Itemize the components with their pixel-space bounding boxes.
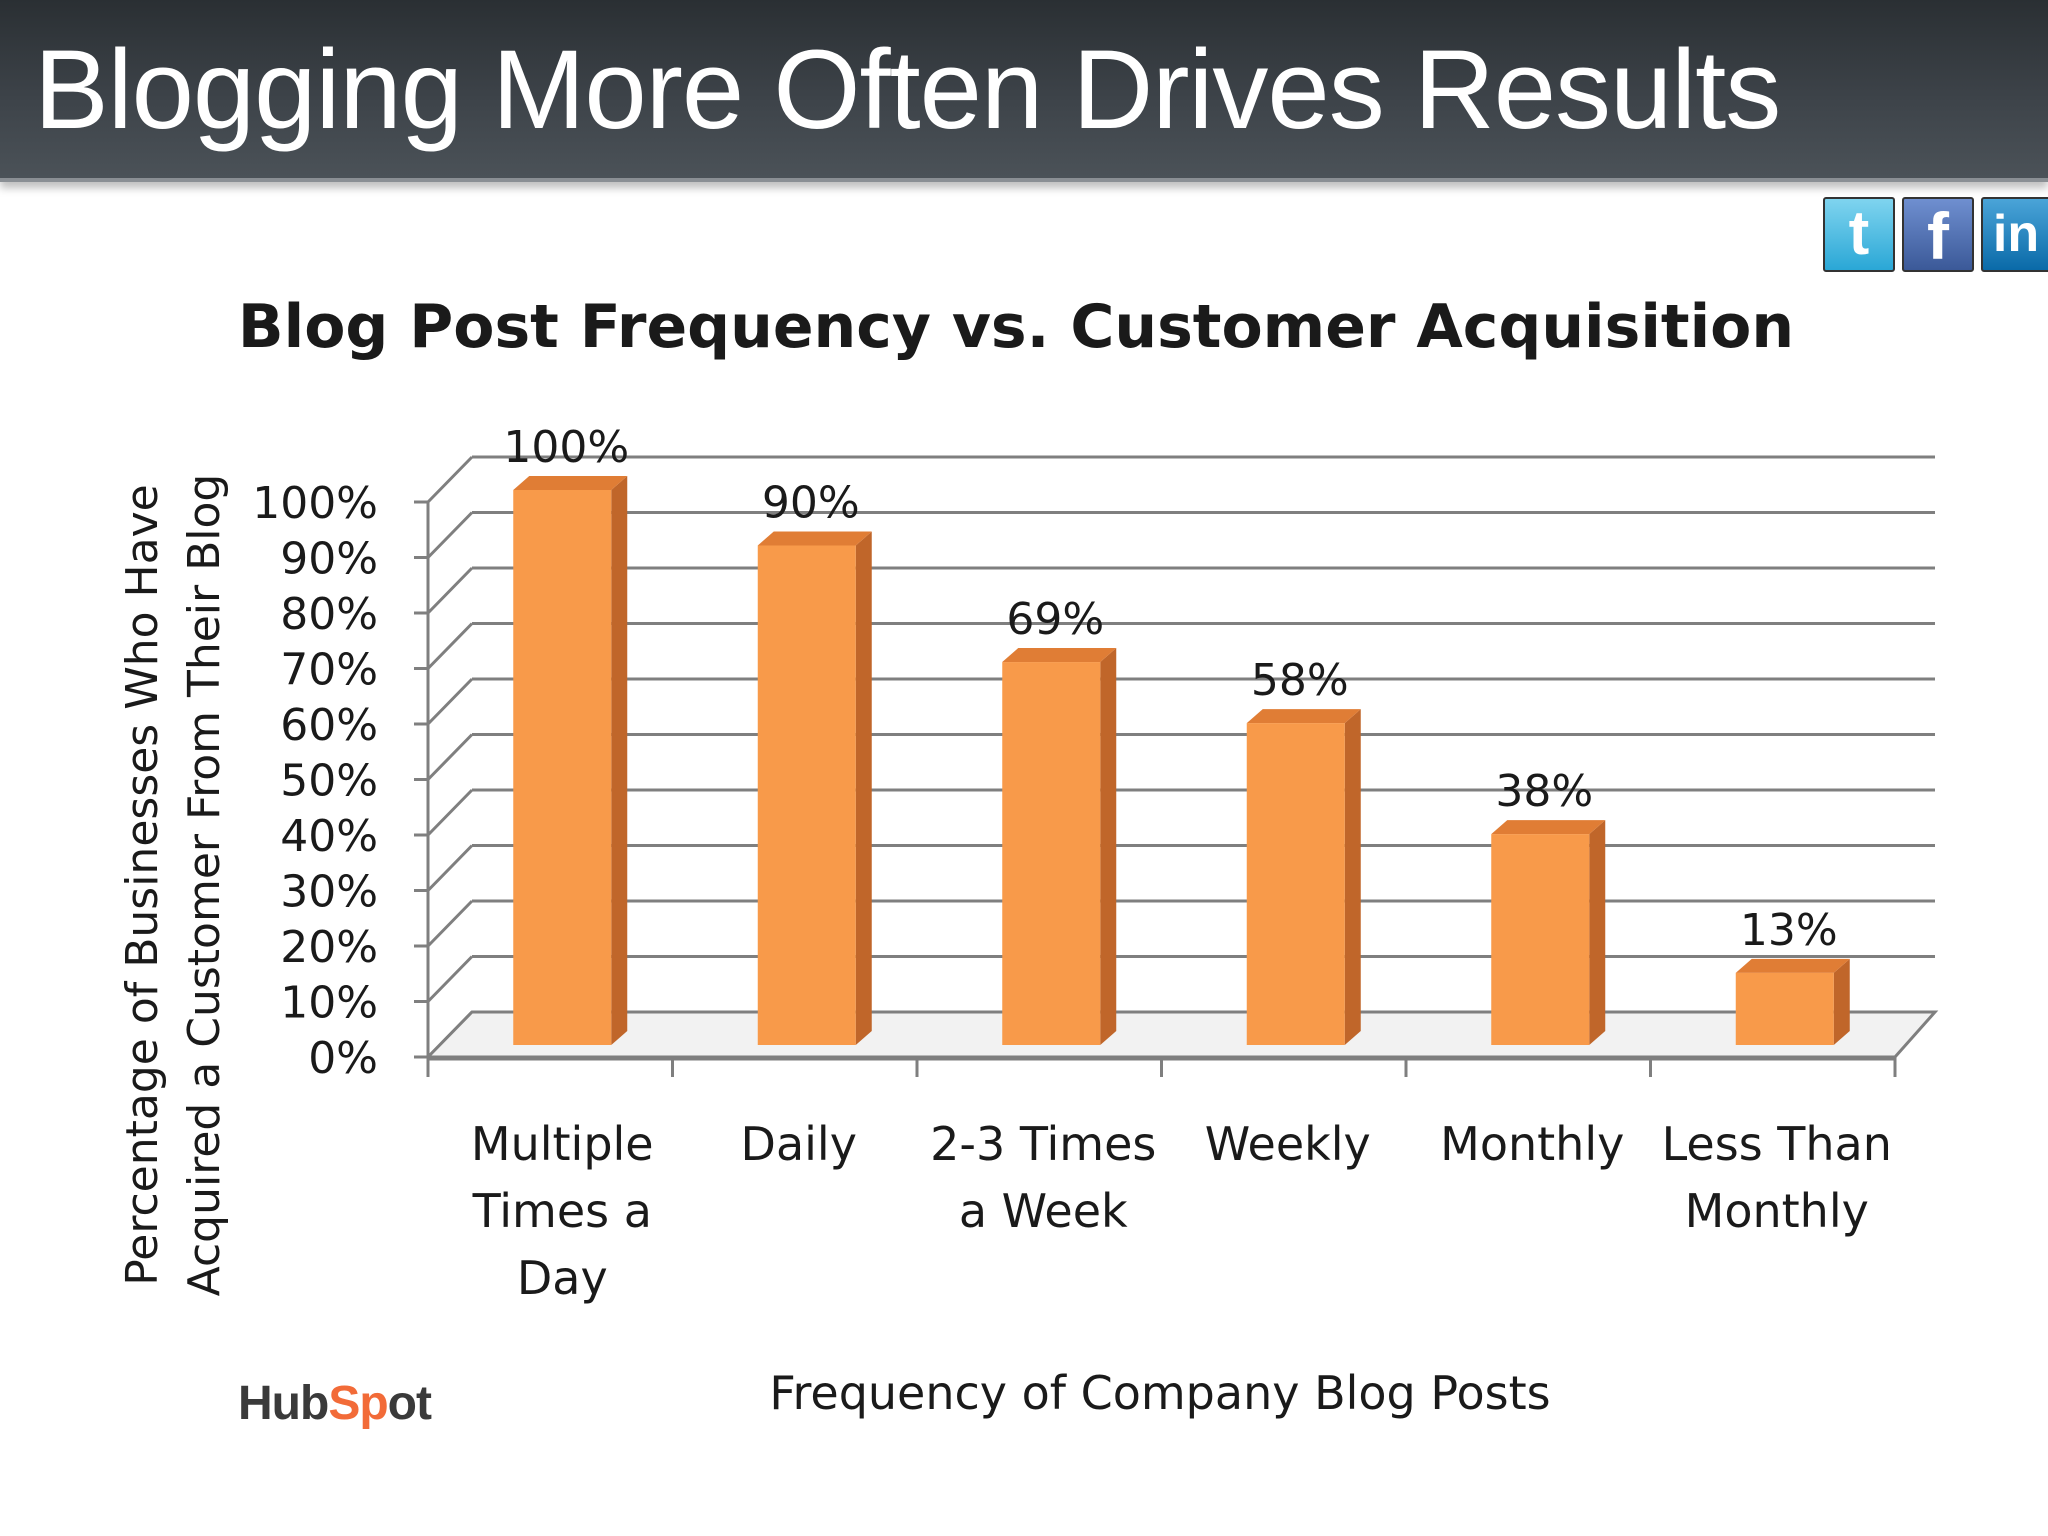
y-tick-label: 80% [280, 589, 378, 640]
bar-side [1589, 820, 1606, 1045]
x-tick-label: Daily [741, 1117, 857, 1171]
twitter-glyph: t [1848, 199, 1870, 268]
y-tick-label: 100% [252, 478, 378, 529]
linkedin-icon[interactable]: in [1981, 197, 2048, 272]
bars [513, 476, 1850, 1045]
bar-side [611, 476, 628, 1045]
data-label: 38% [1495, 766, 1593, 817]
gridline-depth [426, 733, 474, 781]
title-bar: Blogging More Often Drives Results [0, 0, 2048, 182]
labels: 0%10%20%30%40%50%60%70%80%90%100%100%Mul… [252, 422, 1892, 1305]
bar-side [1344, 709, 1361, 1045]
twitter-icon[interactable]: t [1823, 197, 1895, 272]
bar [1246, 723, 1345, 1045]
bar [1735, 972, 1834, 1045]
bar [1491, 834, 1590, 1045]
bar-top [1246, 709, 1361, 724]
bar [513, 490, 612, 1045]
y-axis-title-line: Acquired a Customer From Their Blog [179, 474, 230, 1297]
bar [757, 545, 856, 1045]
data-label: 58% [1251, 655, 1349, 706]
slide-title: Blogging More Often Drives Results [34, 27, 1781, 152]
gridline-depth [426, 677, 474, 726]
gridline-depth [426, 899, 474, 948]
gridline-depth [426, 566, 474, 615]
facebook-glyph: f [1927, 199, 1949, 273]
bar-top [1735, 958, 1850, 973]
linkedin-glyph: in [1992, 205, 2040, 263]
data-label: 90% [762, 478, 860, 529]
facebook-icon[interactable]: f [1902, 197, 1974, 273]
y-tick-label: 10% [280, 978, 378, 1029]
gridline-depth [426, 955, 474, 1003]
y-tick-label: 70% [280, 645, 378, 696]
y-tick-label: 90% [280, 534, 378, 585]
data-label: 100% [503, 422, 629, 473]
x-tick-label: 2-3 Times a Week [930, 1117, 1156, 1238]
x-axis-title: Frequency of Company Blog Posts [769, 1366, 1550, 1420]
gridline-depth [426, 844, 474, 892]
x-tick-label: Less Than Monthly [1662, 1117, 1892, 1238]
y-tick-label: 20% [280, 922, 378, 973]
y-axis-title-line: Percentage of Businesses Who Have [117, 484, 168, 1285]
x-tick-label: Monthly [1440, 1117, 1624, 1171]
y-tick-label: 30% [280, 867, 378, 918]
y-axis-title: Percentage of Businesses Who Have Acquire… [117, 474, 230, 1297]
bar-top [757, 531, 872, 546]
hubspot-logo: HubSpot [238, 1377, 432, 1430]
data-label: 69% [1006, 594, 1104, 645]
bar-top [1491, 820, 1606, 835]
y-tick-label: 40% [280, 811, 378, 862]
gridline-depth [426, 622, 474, 670]
bar-side [1100, 648, 1117, 1045]
bar-top [513, 476, 628, 490]
y-tick-label: 60% [280, 700, 378, 751]
bar [1002, 662, 1101, 1045]
bar-side [1833, 958, 1850, 1045]
y-tick-label: 0% [308, 1033, 378, 1084]
gridline-depth [426, 788, 474, 837]
grid [414, 455, 1939, 1077]
chart-title: Blog Post Frequency vs. Customer Acquisi… [238, 292, 1794, 362]
bar-top [1002, 648, 1117, 663]
data-label: 13% [1740, 905, 1838, 956]
gridline-depth [426, 511, 474, 559]
y-tick-label: 50% [280, 756, 378, 807]
chart-floor [424, 1010, 1939, 1059]
gridline-depth [426, 455, 474, 504]
x-tick-label: Weekly [1205, 1117, 1371, 1171]
x-tick-label: Multiple Times a Day [471, 1117, 654, 1305]
bar-side [855, 531, 872, 1045]
